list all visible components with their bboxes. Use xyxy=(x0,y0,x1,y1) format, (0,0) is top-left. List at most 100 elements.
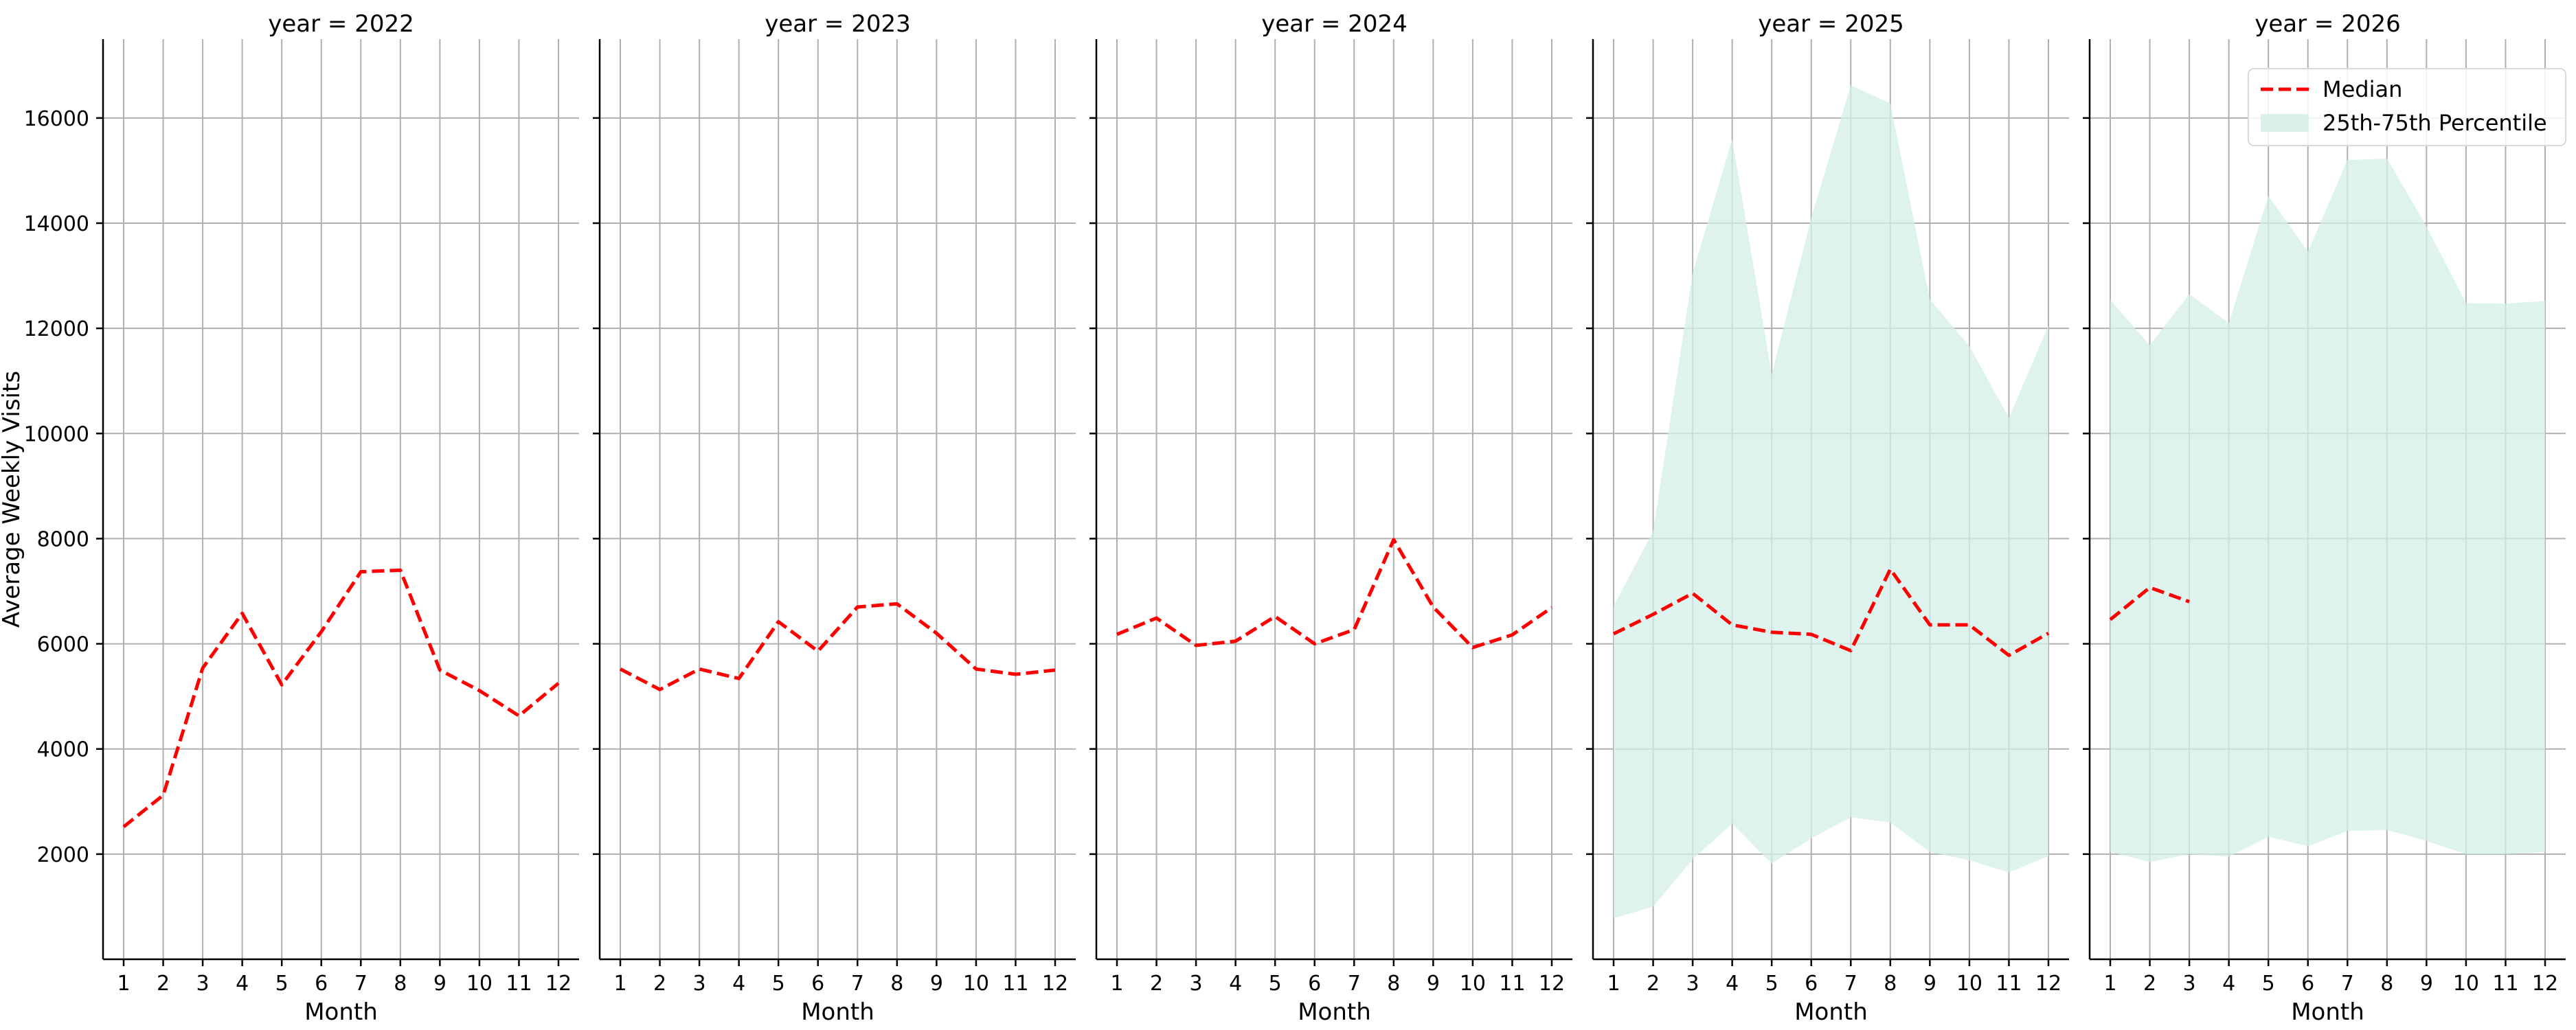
panel-title: year = 2023 xyxy=(765,10,910,38)
x-tick-label: 9 xyxy=(433,972,447,996)
x-tick-label: 12 xyxy=(545,972,572,996)
x-tick-label: 5 xyxy=(1765,972,1778,996)
x-tick-label: 1 xyxy=(1110,972,1123,996)
x-tick-label: 8 xyxy=(1884,972,1897,996)
x-tick-label: 6 xyxy=(1805,972,1818,996)
median-line xyxy=(2109,586,2190,621)
x-tick-label: 6 xyxy=(315,972,328,996)
y-axis-label: Average Weekly Visits xyxy=(0,371,25,628)
x-tick-label: 3 xyxy=(1686,972,1699,996)
x-tick-label: 2 xyxy=(1647,972,1660,996)
x-tick-label: 10 xyxy=(2453,972,2479,996)
x-tick-label: 12 xyxy=(2035,972,2061,996)
grid xyxy=(103,39,579,959)
x-tick-label: 8 xyxy=(394,972,407,996)
x-tick-label: 9 xyxy=(1427,972,1440,996)
grid xyxy=(1096,39,1572,959)
x-tick-label: 3 xyxy=(2183,972,2196,996)
x-tick-label: 5 xyxy=(2262,972,2275,996)
x-tick-label: 1 xyxy=(613,972,626,996)
x-axis-label: Month xyxy=(801,998,874,1026)
x-tick-label: 2 xyxy=(1150,972,1163,996)
x-tick-label: 4 xyxy=(1726,972,1739,996)
y-tick-label: 14000 xyxy=(24,212,89,236)
legend-band-swatch xyxy=(2261,114,2309,132)
panel-title: year = 2024 xyxy=(1261,10,1407,38)
x-tick-label: 2 xyxy=(653,972,666,996)
x-tick-label: 4 xyxy=(2222,972,2235,996)
x-tick-label: 7 xyxy=(2341,972,2354,996)
x-tick-label: 9 xyxy=(930,972,943,996)
x-tick-label: 12 xyxy=(1539,972,1565,996)
x-tick-label: 11 xyxy=(1002,972,1028,996)
x-tick-label: 10 xyxy=(466,972,493,996)
panel-title: year = 2025 xyxy=(1758,10,1903,38)
x-tick-label: 4 xyxy=(236,972,249,996)
x-tick-label: 7 xyxy=(1348,972,1361,996)
grid xyxy=(600,39,1076,959)
x-tick-label: 11 xyxy=(1996,972,2022,996)
x-tick-label: 10 xyxy=(1460,972,1486,996)
x-tick-label: 6 xyxy=(811,972,824,996)
legend: Median 25th-75th Percentile xyxy=(2248,68,2566,146)
x-tick-label: 3 xyxy=(693,972,706,996)
panel-title: year = 2026 xyxy=(2255,10,2400,38)
x-tick-label: 7 xyxy=(851,972,864,996)
median-line xyxy=(122,568,560,828)
x-tick-label: 4 xyxy=(1229,972,1242,996)
x-tick-label: 7 xyxy=(354,972,368,996)
x-tick-label: 11 xyxy=(506,972,532,996)
y-tick-label: 10000 xyxy=(24,422,89,446)
x-tick-label: 3 xyxy=(196,972,210,996)
x-tick-label: 5 xyxy=(772,972,785,996)
legend-frame xyxy=(2248,68,2566,146)
x-tick-label: 1 xyxy=(1607,972,1620,996)
x-tick-label: 8 xyxy=(2380,972,2393,996)
median-line xyxy=(1612,567,2050,657)
x-tick-label: 11 xyxy=(1499,972,1525,996)
x-tick-label: 1 xyxy=(117,972,130,996)
y-tick-label: 6000 xyxy=(37,633,89,657)
x-tick-label: 12 xyxy=(2532,972,2558,996)
y-tick-label: 12000 xyxy=(24,317,89,341)
x-tick-label: 11 xyxy=(2492,972,2518,996)
x-axis-label: Month xyxy=(1298,998,1371,1026)
median-line xyxy=(1116,538,1553,650)
panel-title: year = 2022 xyxy=(268,10,414,38)
x-axis-label: Month xyxy=(1794,998,1868,1026)
x-tick-label: 9 xyxy=(1923,972,1936,996)
percentile-band xyxy=(2110,158,2545,862)
x-tick-label: 6 xyxy=(2301,972,2314,996)
x-axis-label: Month xyxy=(304,998,378,1026)
percentile-band xyxy=(1614,85,2048,919)
x-tick-label: 10 xyxy=(963,972,989,996)
y-tick-label: 8000 xyxy=(37,527,89,551)
y-tick-label: 2000 xyxy=(37,843,89,867)
median-line xyxy=(619,602,1056,691)
y-tick-label: 4000 xyxy=(37,738,89,762)
x-tick-label: 8 xyxy=(1387,972,1400,996)
x-tick-label: 7 xyxy=(1844,972,1857,996)
x-tick-label: 12 xyxy=(1042,972,1068,996)
x-tick-label: 4 xyxy=(732,972,745,996)
x-tick-label: 6 xyxy=(1308,972,1321,996)
legend-band-label: 25th-75th Percentile xyxy=(2323,110,2547,136)
x-tick-label: 1 xyxy=(2103,972,2116,996)
x-tick-label: 9 xyxy=(2420,972,2433,996)
x-tick-label: 2 xyxy=(2143,972,2156,996)
x-tick-label: 5 xyxy=(1269,972,1282,996)
x-axis-label: Month xyxy=(2291,998,2364,1026)
x-tick-label: 3 xyxy=(1190,972,1203,996)
x-tick-label: 10 xyxy=(1956,972,1982,996)
y-tick-label: 16000 xyxy=(24,107,89,131)
x-tick-label: 2 xyxy=(157,972,170,996)
x-tick-label: 8 xyxy=(890,972,903,996)
legend-median-label: Median xyxy=(2323,76,2402,102)
